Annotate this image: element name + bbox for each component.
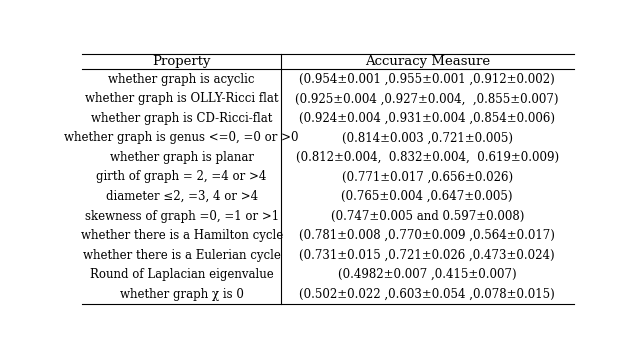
Text: whether graph is OLLY-Ricci flat: whether graph is OLLY-Ricci flat (85, 92, 278, 105)
Text: whether there is a Hamilton cycle: whether there is a Hamilton cycle (81, 229, 283, 242)
Text: Round of Laplacian eigenvalue: Round of Laplacian eigenvalue (90, 268, 273, 281)
Text: Property: Property (152, 55, 211, 68)
Text: (0.747±0.005 and 0.597±0.008): (0.747±0.005 and 0.597±0.008) (330, 210, 524, 222)
Text: whether graph is acyclic: whether graph is acyclic (108, 73, 255, 86)
Text: (0.731±0.015 ,0.721±0.026 ,0.473±0.024): (0.731±0.015 ,0.721±0.026 ,0.473±0.024) (300, 248, 555, 262)
Text: (0.954±0.001 ,0.955±0.001 ,0.912±0.002): (0.954±0.001 ,0.955±0.001 ,0.912±0.002) (300, 73, 555, 86)
Text: (0.924±0.004 ,0.931±0.004 ,0.854±0.006): (0.924±0.004 ,0.931±0.004 ,0.854±0.006) (300, 112, 556, 125)
Text: whether there is a Eulerian cycle: whether there is a Eulerian cycle (83, 248, 280, 262)
Text: (0.814±0.003 ,0.721±0.005): (0.814±0.003 ,0.721±0.005) (342, 131, 513, 144)
Text: (0.925±0.004 ,0.927±0.004,  ,0.855±0.007): (0.925±0.004 ,0.927±0.004, ,0.855±0.007) (296, 92, 559, 105)
Text: (0.781±0.008 ,0.770±0.009 ,0.564±0.017): (0.781±0.008 ,0.770±0.009 ,0.564±0.017) (300, 229, 555, 242)
Text: skewness of graph =0, =1 or >1: skewness of graph =0, =1 or >1 (84, 210, 279, 222)
Text: diameter ≤2, =3, 4 or >4: diameter ≤2, =3, 4 or >4 (106, 190, 258, 203)
Text: (0.771±0.017 ,0.656±0.026): (0.771±0.017 ,0.656±0.026) (342, 171, 513, 183)
Text: (0.502±0.022 ,0.603±0.054 ,0.078±0.015): (0.502±0.022 ,0.603±0.054 ,0.078±0.015) (300, 288, 555, 301)
Text: Accuracy Measure: Accuracy Measure (365, 55, 490, 68)
Text: (0.4982±0.007 ,0.415±0.007): (0.4982±0.007 ,0.415±0.007) (338, 268, 516, 281)
Text: whether graph χ is 0: whether graph χ is 0 (120, 288, 244, 301)
Text: (0.765±0.004 ,0.647±0.005): (0.765±0.004 ,0.647±0.005) (342, 190, 513, 203)
Text: whether graph is CD-Ricci-flat: whether graph is CD-Ricci-flat (91, 112, 273, 125)
Text: whether graph is genus <=0, =0 or >0: whether graph is genus <=0, =0 or >0 (65, 131, 299, 144)
Text: whether graph is planar: whether graph is planar (109, 151, 253, 164)
Text: girth of graph = 2, =4 or >4: girth of graph = 2, =4 or >4 (97, 171, 267, 183)
Text: (0.812±0.004,  0.832±0.004,  0.619±0.009): (0.812±0.004, 0.832±0.004, 0.619±0.009) (296, 151, 559, 164)
